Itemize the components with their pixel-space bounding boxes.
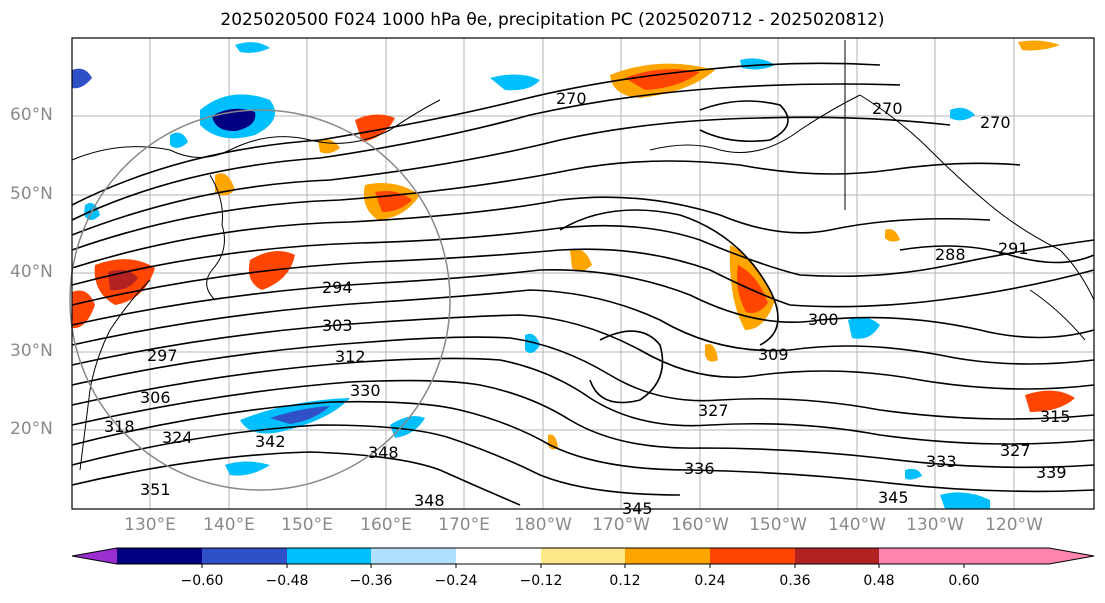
contour-label: 300 xyxy=(808,310,839,329)
contour-label: 303 xyxy=(322,316,353,335)
contour-label: 312 xyxy=(335,347,366,366)
colorbar-bin xyxy=(541,548,625,564)
colorbar-bin xyxy=(710,548,795,564)
contour-label: 318 xyxy=(104,417,135,436)
lon-label: 140°W xyxy=(828,515,886,535)
lat-label: 20°N xyxy=(10,419,53,439)
contour-label: 288 xyxy=(935,245,966,264)
colorbar-tick-label: 0.24 xyxy=(694,573,726,589)
contour-label: 291 xyxy=(998,239,1029,258)
contour-label: 351 xyxy=(140,480,171,499)
colorbar-tick-label: 0.60 xyxy=(948,573,980,589)
contour-label: 270 xyxy=(872,99,903,118)
colorbar-tick-label: −0.36 xyxy=(349,573,393,589)
lat-label: 50°N xyxy=(10,184,53,204)
contour-label: 270 xyxy=(556,89,587,108)
colorbar-bin xyxy=(287,548,371,564)
map-title: 2025020500 F024 1000 hPa θe, precipitati… xyxy=(220,10,885,30)
colorbar-tick-label: 0.36 xyxy=(779,573,811,589)
colorbar-bin xyxy=(795,548,879,564)
contour-label: 297 xyxy=(147,346,178,365)
colorbar-extend-left xyxy=(72,548,117,564)
lat-label: 40°N xyxy=(10,262,53,282)
lon-label: 170°E xyxy=(438,515,490,535)
contour-label: 270 xyxy=(980,113,1011,132)
contour-label: 294 xyxy=(322,278,353,297)
map-frame xyxy=(71,37,1095,510)
contour-label: 348 xyxy=(368,443,399,462)
projection-circle xyxy=(69,109,451,491)
colorbar-tick-label: −0.60 xyxy=(180,573,224,589)
lon-label: 180°W xyxy=(514,515,572,535)
colorbar-outline xyxy=(71,547,1095,565)
colorbar-bin xyxy=(371,548,456,564)
colorbar-tick-label: 0.12 xyxy=(609,573,641,589)
colorbar-bin xyxy=(456,548,541,564)
contour-label: 348 xyxy=(414,491,445,510)
lat-label: 60°N xyxy=(10,105,53,125)
lon-label: 160°W xyxy=(671,515,729,535)
contour-label: 339 xyxy=(1036,463,1067,482)
colorbar-tick-label: −0.24 xyxy=(434,573,478,589)
contour-label: 336 xyxy=(684,459,715,478)
colorbar-tick-label: 0.48 xyxy=(863,573,895,589)
theta-e-contours xyxy=(71,62,1095,506)
contour-label: 324 xyxy=(162,428,193,447)
colorbar-bin xyxy=(625,548,710,564)
colorbar xyxy=(71,547,1095,568)
lon-label: 150°E xyxy=(281,515,333,535)
lon-label: 130°E xyxy=(124,515,176,535)
precip-positive-shading xyxy=(72,40,1075,450)
contour-label: 309 xyxy=(758,345,789,364)
contour-label: 333 xyxy=(926,452,957,471)
lon-label: 160°E xyxy=(360,515,412,535)
lon-label: 170°W xyxy=(592,515,650,535)
colorbar-tick-label: −0.48 xyxy=(265,573,309,589)
colorbar-bin xyxy=(879,548,964,564)
colorbar-tick-label: −0.12 xyxy=(519,573,563,589)
colorbar-bin xyxy=(202,548,287,564)
precip-negative-shading xyxy=(72,42,990,509)
lon-label: 120°W xyxy=(985,515,1043,535)
contour-label: 330 xyxy=(350,381,381,400)
lon-label: 140°E xyxy=(203,515,255,535)
contour-label: 306 xyxy=(140,388,171,407)
contour-label: 327 xyxy=(698,401,729,420)
contour-label: 327 xyxy=(1000,441,1031,460)
lat-label: 30°N xyxy=(10,341,53,361)
colorbar-bin xyxy=(117,548,202,564)
contour-label: 342 xyxy=(255,432,286,451)
colorbar-extend-right xyxy=(964,548,1094,564)
lon-label: 130°W xyxy=(906,515,964,535)
lon-label: 150°W xyxy=(749,515,807,535)
contour-label: 345 xyxy=(878,488,909,507)
contour-label: 315 xyxy=(1040,407,1071,426)
contour-labels: 270 270 270 288 291 294 303 297 312 306 … xyxy=(104,89,1071,518)
